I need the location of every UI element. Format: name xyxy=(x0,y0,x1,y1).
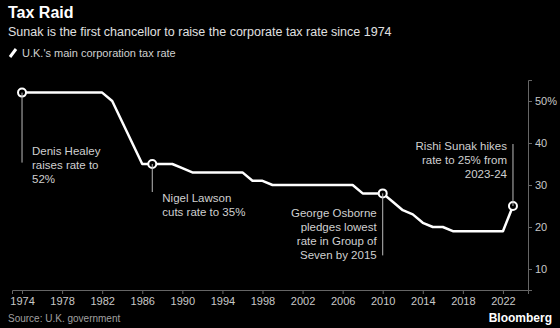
annotation-text: Rishi Sunak hikes xyxy=(416,140,508,152)
x-tick-label: 1986 xyxy=(131,295,155,307)
y-tick: 20 xyxy=(528,221,547,233)
title: Tax Raid xyxy=(8,4,74,21)
x-tick-label: 2006 xyxy=(331,295,355,307)
annotation-leader xyxy=(22,93,23,163)
x-tick: 2002 xyxy=(291,290,315,307)
x-tick: 1974 xyxy=(10,290,34,307)
x-tick-mark xyxy=(423,290,424,294)
y-tick-label: 20 xyxy=(535,221,547,233)
annotation-text: 52% xyxy=(32,173,55,185)
x-tick-mark xyxy=(142,290,143,294)
y-tick-label: 30 xyxy=(535,179,547,191)
x-tick-mark xyxy=(343,290,344,294)
y-tick: 40 xyxy=(528,137,547,149)
x-tick-label: 2010 xyxy=(371,295,395,307)
x-axis-line xyxy=(13,291,529,295)
x-tick-mark xyxy=(463,290,464,294)
y-axis: 10 20 30 40 50% xyxy=(528,81,557,291)
x-tick-label: 1998 xyxy=(251,295,275,307)
x-tick-label: 2014 xyxy=(411,295,435,307)
x-tick-label: 1990 xyxy=(171,295,195,307)
plot-area xyxy=(18,89,517,232)
x-tick: 1994 xyxy=(211,290,235,307)
y-tick-mark xyxy=(528,269,532,270)
x-tick-mark xyxy=(383,290,384,294)
annotation-leader xyxy=(382,193,383,255)
x-tick-label: 1982 xyxy=(90,295,114,307)
annotation-text: George Osborne xyxy=(291,207,377,219)
x-tick: 1978 xyxy=(50,290,74,307)
legend-label: U.K.'s main corporation tax rate xyxy=(22,47,176,59)
y-tick: 50% xyxy=(528,95,557,107)
annotations: Denis Healey raises rate to 52% Nigel Lawso… xyxy=(22,93,513,262)
x-tick-mark xyxy=(503,290,504,294)
annotation-text: rate in Group of xyxy=(297,235,378,247)
x-tick: 2014 xyxy=(411,290,435,307)
series-line xyxy=(22,93,513,232)
x-tick-label: 2002 xyxy=(291,295,315,307)
annotation-text: raises rate to xyxy=(32,159,98,171)
x-tick: 2022 xyxy=(491,290,515,307)
subtitle: Sunak is the first chancellor to raise t… xyxy=(8,25,392,39)
y-tick-mark xyxy=(528,227,532,228)
y-tick-label: 40 xyxy=(535,137,547,149)
x-tick-mark xyxy=(222,290,223,294)
y-tick: 30 xyxy=(528,179,547,191)
annotation-text: Nigel Lawson xyxy=(162,192,231,204)
y-axis-line xyxy=(529,81,533,291)
annotation-leader xyxy=(152,164,153,192)
x-tick: 2010 xyxy=(371,290,395,307)
x-tick-label: 1974 xyxy=(10,295,34,307)
annotation-text: rate to 25% from xyxy=(422,154,507,166)
x-tick-mark xyxy=(303,290,304,294)
x-axis: 1974 1978 1982 1986 1990 1994 1998 2002 2006 2010… xyxy=(10,290,528,307)
legend-swatch xyxy=(10,49,16,57)
x-tick: 1990 xyxy=(171,290,195,307)
x-tick-mark xyxy=(262,290,263,294)
x-tick: 1986 xyxy=(131,290,155,307)
x-tick-mark xyxy=(182,290,183,294)
x-tick-label: 1978 xyxy=(50,295,74,307)
source: Source: U.K. government xyxy=(8,313,120,324)
x-tick-label: 2018 xyxy=(451,295,475,307)
x-tick: 2006 xyxy=(331,290,355,307)
annotation-text: cuts rate to 35% xyxy=(162,206,245,218)
y-tick-mark xyxy=(528,143,532,144)
annotation-text: 2023-24 xyxy=(465,168,508,180)
y-tick-label: 50% xyxy=(535,95,557,107)
annotation-leader xyxy=(512,144,513,206)
x-tick: 2018 xyxy=(451,290,475,307)
x-tick-label: 1994 xyxy=(211,295,235,307)
x-tick: 1982 xyxy=(90,290,114,307)
annotation-text: Seven by 2015 xyxy=(300,249,377,261)
annotation-text: pledges lowest xyxy=(301,221,378,233)
y-tick-mark xyxy=(528,185,532,186)
x-tick-label: 2022 xyxy=(491,295,515,307)
x-tick-mark xyxy=(102,290,103,294)
x-tick-mark xyxy=(62,290,63,294)
x-tick-mark xyxy=(22,290,23,294)
brand: Bloomberg xyxy=(489,311,552,325)
chart: Tax Raid Sunak is the first chancellor to… xyxy=(0,0,560,328)
annotation-text: Denis Healey xyxy=(32,145,101,157)
y-tick-label: 10 xyxy=(535,263,547,275)
y-tick: 10 xyxy=(528,263,547,275)
x-tick: 1998 xyxy=(251,290,275,307)
y-tick-mark xyxy=(528,101,532,102)
